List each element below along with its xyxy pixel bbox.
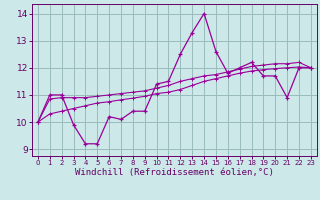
X-axis label: Windchill (Refroidissement éolien,°C): Windchill (Refroidissement éolien,°C): [75, 168, 274, 177]
